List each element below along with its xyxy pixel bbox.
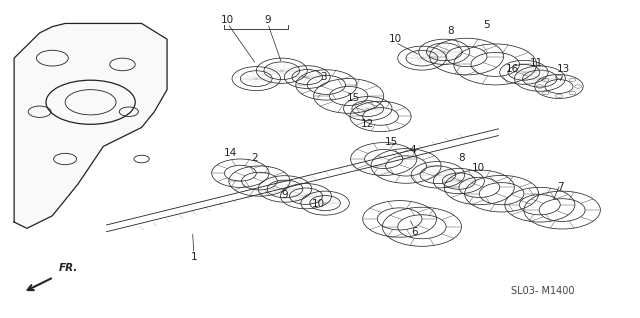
Text: 8: 8 — [458, 153, 465, 163]
Text: 10: 10 — [388, 34, 402, 44]
Text: 8: 8 — [447, 26, 454, 36]
Text: 10: 10 — [221, 15, 234, 25]
Text: 6: 6 — [411, 227, 418, 237]
Text: 4: 4 — [409, 145, 416, 155]
Text: 15: 15 — [346, 93, 360, 102]
Text: 9: 9 — [282, 190, 288, 200]
Text: FR.: FR. — [59, 263, 78, 273]
Text: 9: 9 — [264, 15, 271, 25]
Text: 10: 10 — [472, 163, 484, 173]
Text: 1: 1 — [191, 252, 197, 262]
Text: 11: 11 — [530, 58, 543, 68]
Text: 15: 15 — [385, 137, 398, 147]
Text: 13: 13 — [557, 64, 570, 74]
Text: SL03- M1400: SL03- M1400 — [511, 286, 575, 296]
Polygon shape — [14, 24, 167, 228]
Text: 16: 16 — [506, 64, 519, 74]
Text: 12: 12 — [361, 119, 374, 129]
Text: 7: 7 — [557, 182, 564, 192]
Text: 14: 14 — [224, 148, 237, 158]
Text: 3: 3 — [320, 72, 326, 82]
Text: 5: 5 — [484, 20, 490, 30]
Text: 2: 2 — [251, 153, 258, 163]
Text: 10: 10 — [312, 199, 325, 209]
